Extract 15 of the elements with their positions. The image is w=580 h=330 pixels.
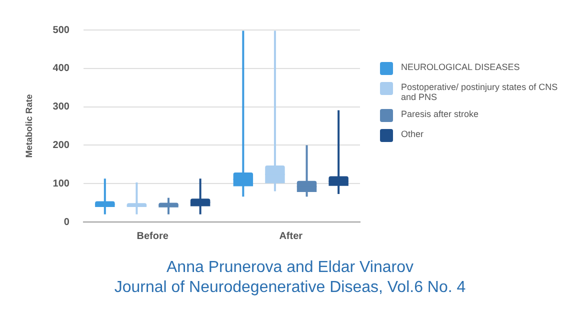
text: Journal of Neurodegenerative Diseas, Vol.6 No. 4 bbox=[113, 278, 467, 298]
text: Anna Prunerova and Eldar Vinarov bbox=[166, 258, 414, 278]
y-tick-label: 400 bbox=[52, 63, 70, 74]
legend-label: Postoperative/ postinjury states of CNS and PNS bbox=[401, 82, 559, 102]
y-axis-title: Metabolic Rate bbox=[24, 94, 34, 158]
legend-label: Paresis after stroke bbox=[401, 109, 479, 119]
y-tick-label: 500 bbox=[52, 24, 70, 36]
y-tick-label: 0 bbox=[64, 216, 70, 228]
x-tick-label: After bbox=[279, 230, 303, 242]
y-tick-label: 300 bbox=[52, 102, 70, 113]
y-tick-label: 200 bbox=[52, 140, 70, 151]
y-tick-label: 100 bbox=[52, 178, 70, 190]
legend-label: NEUROLOGICAL DISEASES bbox=[401, 62, 520, 72]
legend-label: Other bbox=[401, 129, 424, 139]
x-tick-label: Before bbox=[136, 230, 169, 242]
